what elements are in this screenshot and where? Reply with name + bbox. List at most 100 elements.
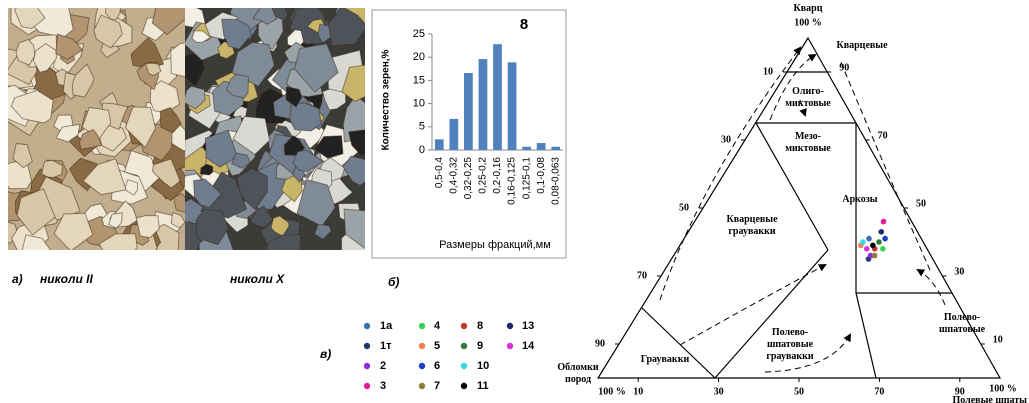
label: Мезо-миктовые — [785, 131, 831, 154]
grain — [55, 123, 81, 143]
label: Полево-шпатовые — [939, 312, 986, 335]
tick-label: 10 — [763, 66, 773, 77]
legend-marker — [418, 382, 426, 390]
x-tick-label: 0,25-0,2 — [478, 157, 489, 194]
legend-label: 6 — [434, 360, 440, 372]
label-line: Аркозы — [842, 194, 877, 205]
y-tick-label: 0 — [419, 144, 425, 156]
sample-point — [863, 246, 870, 252]
grain — [343, 208, 365, 250]
legend-marker — [460, 362, 468, 370]
bar — [478, 59, 488, 150]
grain — [15, 38, 36, 66]
grain — [348, 129, 365, 157]
label: Обломки пород — [557, 362, 599, 385]
legend-marker — [460, 342, 468, 350]
grain — [293, 43, 339, 93]
x-tick-label: 0,08-0,063 — [550, 157, 561, 205]
legend-marker — [363, 362, 371, 370]
y-axis-label: Количество зерен,% — [381, 49, 392, 150]
tick-label: 10 — [633, 386, 643, 397]
grain — [195, 208, 230, 246]
grain — [123, 179, 139, 196]
legend-marker — [418, 362, 426, 370]
grain — [144, 62, 162, 77]
label: Кварц — [794, 3, 823, 14]
tick-label: 30 — [721, 134, 731, 145]
grain — [199, 163, 214, 176]
label-line: Кварцевые — [726, 214, 778, 225]
label-line: Мезо- — [795, 131, 821, 142]
label-line: Полево- — [772, 327, 808, 338]
sample-point — [880, 218, 887, 225]
boundaries — [641, 71, 952, 379]
grain — [10, 89, 54, 124]
legend-label: 14 — [522, 340, 535, 352]
label-line: Полево- — [944, 312, 980, 323]
grain — [265, 233, 302, 250]
legend-label: 13 — [522, 320, 534, 332]
tick-label: 50 — [794, 386, 804, 397]
grain — [341, 64, 365, 102]
legend-label: 9 — [477, 340, 483, 352]
grain — [53, 212, 94, 250]
tick-label: 50 — [679, 202, 689, 213]
tick-label: 70 — [874, 386, 884, 397]
label: Аркозы — [842, 194, 877, 205]
grain — [185, 85, 206, 110]
grain — [173, 192, 185, 213]
tick-label: 90 — [595, 338, 605, 349]
bar — [522, 146, 531, 150]
sample-point — [878, 229, 885, 235]
grain — [230, 152, 251, 169]
grain — [124, 106, 157, 149]
vertex-value: 100 % — [989, 383, 1017, 394]
grain — [151, 8, 185, 36]
y-tick-label: 25 — [413, 28, 425, 40]
grain — [170, 211, 185, 229]
caption: николи X — [230, 272, 285, 286]
label-line: Кварцевые — [836, 40, 888, 51]
x-tick-label: 0,4-0,32 — [448, 157, 459, 194]
label: Кварцевые граувакки — [726, 214, 778, 237]
grain — [225, 73, 250, 99]
sample-point — [870, 242, 876, 249]
tick-label: 90 — [839, 62, 849, 73]
x-tick-label: 0,1-0,08 — [536, 157, 547, 194]
legend-marker — [363, 382, 371, 390]
grain — [285, 86, 303, 108]
legend-marker — [460, 322, 468, 330]
x-tick-label: 0,32-0,25 — [463, 157, 474, 200]
legend-label: 7 — [434, 380, 440, 392]
legend-label: 10 — [477, 360, 489, 372]
panel-label: а) — [12, 272, 23, 286]
grain — [82, 158, 127, 196]
label-line: пород — [565, 374, 591, 385]
label: Кварцевые — [836, 40, 888, 51]
grain — [159, 107, 182, 134]
x-tick-label: 0,125-0,1 — [521, 157, 532, 200]
label-line: Олиго- — [792, 86, 824, 97]
grain — [152, 158, 181, 189]
y-tick-label: 20 — [413, 51, 425, 63]
grain — [252, 8, 278, 25]
legend-label: 4 — [434, 320, 441, 332]
grain — [232, 104, 248, 119]
y-tick-label: 5 — [419, 121, 425, 133]
tick-label: 70 — [637, 270, 647, 281]
sample-point — [867, 252, 874, 259]
sample-point — [866, 235, 872, 242]
label: Полевые шпаты — [952, 395, 1027, 403]
photo-grains — [185, 8, 365, 250]
legend-marker — [460, 382, 468, 390]
tick-label: 50 — [916, 198, 926, 209]
bar — [551, 146, 561, 150]
label: Граувакки — [641, 354, 690, 365]
grain — [232, 115, 271, 156]
grain — [13, 8, 46, 30]
grain — [283, 135, 306, 156]
label-line: миктовые — [785, 98, 831, 109]
label: Олиго-миктовые — [785, 86, 831, 109]
